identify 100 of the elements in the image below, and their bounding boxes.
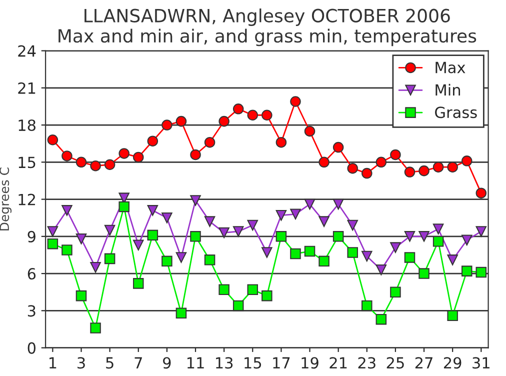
point	[218, 227, 230, 238]
point	[76, 290, 87, 302]
y-tick-label: 12	[18, 194, 35, 206]
point	[476, 226, 487, 237]
point	[104, 159, 116, 170]
point	[118, 148, 130, 159]
point	[432, 236, 444, 247]
point	[404, 166, 416, 178]
x-tick-label: 15	[244, 357, 262, 369]
point	[247, 284, 258, 296]
x-tick-label: 25	[386, 357, 404, 369]
legend-label: Min	[436, 84, 460, 96]
point	[162, 256, 172, 267]
point	[204, 216, 216, 227]
point	[304, 126, 316, 137]
point	[190, 231, 201, 242]
y-tick-label: 24	[18, 45, 36, 57]
point	[276, 210, 287, 221]
point	[362, 250, 372, 262]
point	[118, 201, 130, 212]
point	[318, 216, 330, 227]
y-tick-label: 15	[18, 156, 36, 168]
point	[190, 149, 201, 160]
point	[404, 231, 416, 242]
point	[162, 212, 172, 224]
point	[376, 156, 387, 168]
point	[332, 231, 344, 242]
point	[461, 266, 472, 276]
x-tick-label: 31	[472, 357, 490, 369]
point	[47, 238, 58, 250]
point	[390, 286, 401, 298]
point	[162, 120, 172, 130]
point	[362, 300, 372, 312]
x-tick-label: 11	[187, 357, 204, 368]
chart-title: LLANSADWRN, Anglesey OCTOBER 2006 Max and min air, and grass min, temperatures	[58, 8, 476, 46]
point	[390, 242, 401, 253]
point	[347, 220, 358, 231]
point	[376, 314, 387, 325]
x-tick-label: 13	[216, 357, 233, 369]
point	[147, 205, 158, 216]
point	[332, 198, 344, 210]
point	[204, 136, 216, 148]
y-tick-label: 3	[28, 305, 36, 317]
point	[276, 231, 287, 242]
point	[147, 230, 158, 241]
point	[62, 150, 72, 162]
x-tick-label: 5	[106, 357, 114, 369]
point	[104, 224, 116, 236]
point	[432, 162, 444, 172]
y-tick-label: 6	[28, 268, 36, 280]
point	[290, 208, 301, 220]
point	[132, 240, 144, 250]
point	[47, 134, 58, 146]
point	[247, 110, 258, 120]
point	[232, 226, 244, 237]
point	[147, 136, 158, 146]
point	[176, 116, 187, 127]
y-tick-label: 21	[18, 82, 36, 94]
point	[418, 165, 430, 176]
x-tick-label: 9	[163, 357, 171, 369]
point	[376, 264, 387, 276]
point	[432, 224, 444, 234]
y-tick-label: 18	[18, 119, 36, 132]
x-tick-label: 27	[415, 357, 432, 368]
point	[447, 310, 458, 321]
point	[318, 156, 330, 168]
point	[304, 198, 316, 210]
point	[447, 254, 458, 266]
point	[447, 162, 458, 172]
point	[218, 284, 230, 296]
point	[176, 252, 187, 263]
point	[47, 226, 58, 237]
point	[390, 149, 401, 160]
point	[62, 205, 72, 216]
point	[290, 248, 301, 260]
x-tick-label: 19	[302, 357, 318, 369]
point	[362, 168, 372, 179]
point	[418, 268, 430, 279]
point	[461, 234, 472, 246]
point	[62, 244, 72, 256]
point	[76, 156, 87, 168]
point	[290, 96, 301, 107]
legend-label: Grass	[435, 106, 477, 118]
point	[332, 142, 344, 153]
point	[476, 266, 487, 278]
x-tick-label: 29	[444, 357, 462, 369]
point	[418, 231, 430, 242]
y-tick-label: 9	[28, 230, 36, 242]
point	[76, 234, 87, 244]
point	[190, 195, 201, 206]
x-tick-label: 23	[358, 357, 376, 369]
point	[304, 246, 316, 257]
point	[232, 300, 244, 312]
point	[318, 256, 330, 267]
point	[461, 156, 472, 166]
point	[176, 308, 187, 319]
legend-label: Max	[436, 62, 466, 74]
point	[262, 110, 272, 120]
x-tick-label: 3	[78, 357, 85, 369]
x-tick-label: 17	[273, 357, 290, 368]
